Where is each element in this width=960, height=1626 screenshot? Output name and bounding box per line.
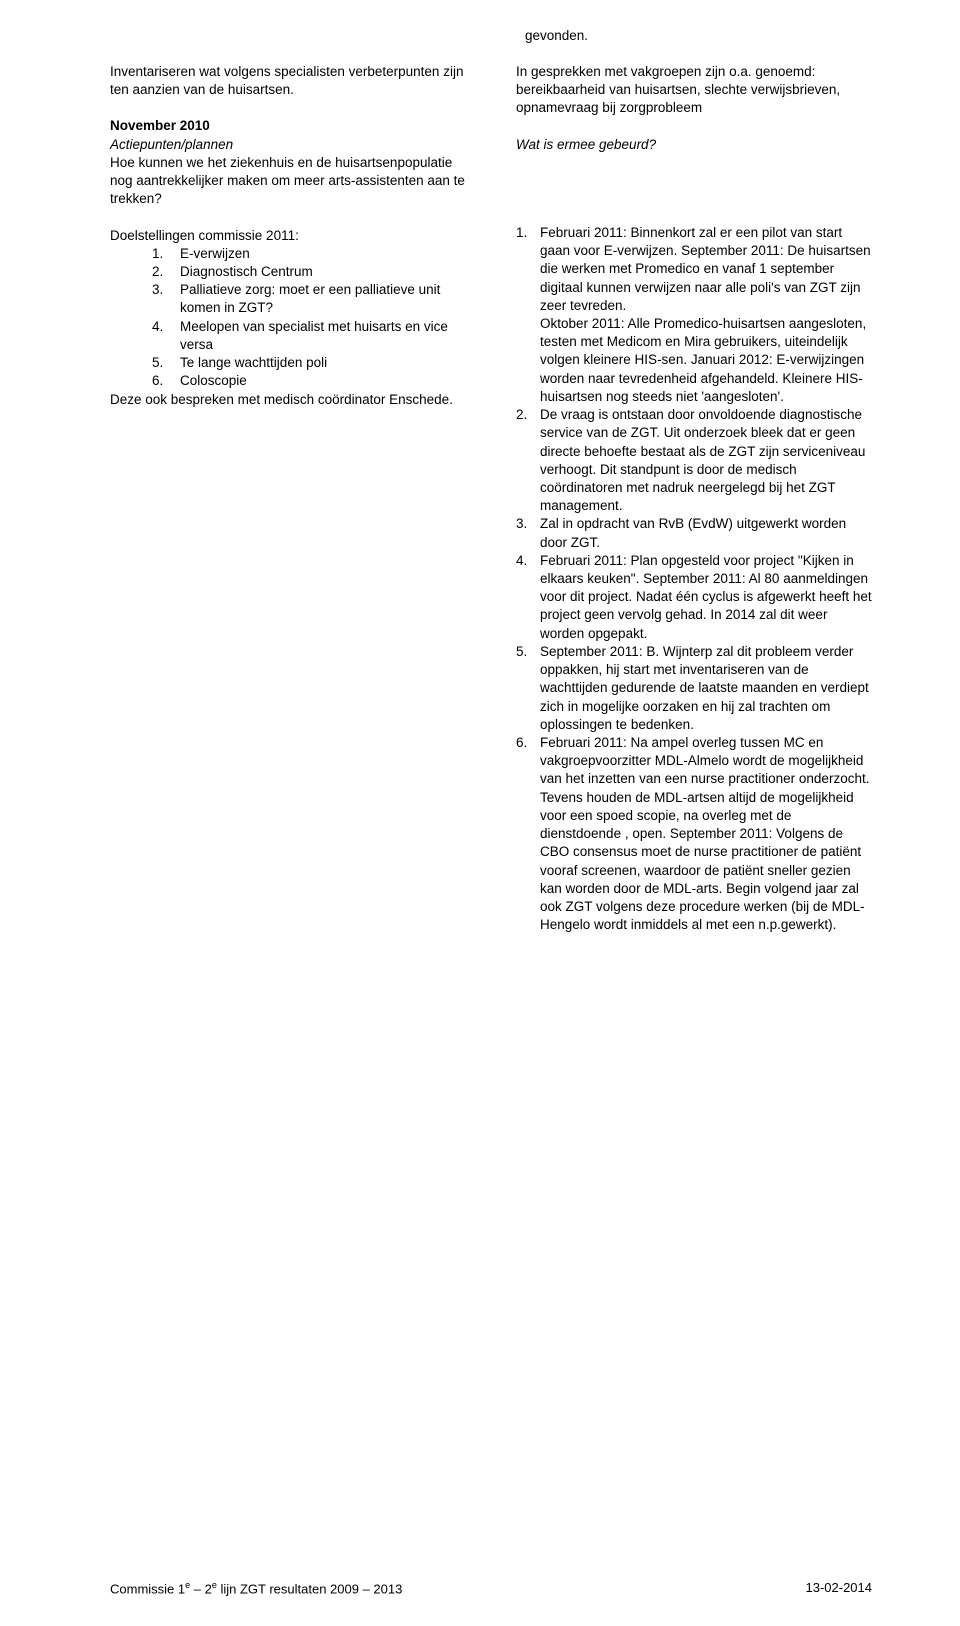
list-number: 6. — [152, 372, 180, 390]
list-text: Februari 2011: Binnenkort zal er een pil… — [540, 224, 872, 406]
right-question-italic: Wat is ermee gebeurd? — [516, 136, 872, 154]
list-number: 3. — [152, 281, 180, 317]
list-text: Zal in opdracht van RvB (EvdW) uitgewerk… — [540, 515, 872, 551]
continuation-word: gevonden. — [525, 28, 872, 43]
list-text: September 2011: B. Wijnterp zal dit prob… — [540, 643, 872, 734]
list-text: Te lange wachttijden poli — [180, 354, 327, 372]
list-text: Palliatieve zorg: moet er een palliatiev… — [180, 281, 466, 317]
left-heading-bold: November 2010 — [110, 118, 210, 133]
list-item: 2.Diagnostisch Centrum — [152, 263, 466, 281]
left-goals-tail: Deze ook bespreken met medisch coördinat… — [110, 391, 466, 409]
footer-left-pre: Commissie 1 — [110, 1581, 185, 1596]
list-item: 6.Februari 2011: Na ampel overleg tussen… — [516, 734, 872, 934]
list-number: 2. — [152, 263, 180, 281]
left-column: Inventariseren wat volgens specialisten … — [110, 63, 466, 934]
list-text: Februari 2011: Plan opgesteld voor proje… — [540, 552, 872, 643]
list-number: 5. — [152, 354, 180, 372]
list-item: 6.Coloscopie — [152, 372, 466, 390]
left-goals-list: 1.E-verwijzen 2.Diagnostisch Centrum 3.P… — [110, 245, 466, 391]
left-block-goals: Doelstellingen commissie 2011: 1.E-verwi… — [110, 227, 466, 409]
list-item: 1.E-verwijzen — [152, 245, 466, 263]
list-number: 6. — [516, 734, 540, 934]
list-item: 1.Februari 2011: Binnenkort zal er een p… — [516, 224, 872, 406]
list-number: 1. — [152, 245, 180, 263]
left-block-november: November 2010 Actiepunten/plannen Hoe ku… — [110, 117, 466, 208]
list-text: Coloscopie — [180, 372, 247, 390]
list-item: 3.Zal in opdracht van RvB (EvdW) uitgewe… — [516, 515, 872, 551]
list-number: 3. — [516, 515, 540, 551]
list-number: 5. — [516, 643, 540, 734]
list-item: 4.Meelopen van specialist met huisarts e… — [152, 318, 466, 354]
two-column-layout: Inventariseren wat volgens specialisten … — [110, 63, 872, 934]
right-column: In gesprekken met vakgroepen zijn o.a. g… — [516, 63, 872, 934]
list-number: 1. — [516, 224, 540, 406]
list-text: Meelopen van specialist met huisarts en … — [180, 318, 466, 354]
list-item: 5.September 2011: B. Wijnterp zal dit pr… — [516, 643, 872, 734]
page-footer: Commissie 1e – 2e lijn ZGT resultaten 20… — [110, 1580, 872, 1596]
list-number: 4. — [152, 318, 180, 354]
left-goals-heading: Doelstellingen commissie 2011: — [110, 227, 466, 245]
footer-right: 13-02-2014 — [806, 1580, 873, 1596]
list-item: 3.Palliatieve zorg: moet er een palliati… — [152, 281, 466, 317]
left-paragraph-1: Inventariseren wat volgens specialisten … — [110, 63, 466, 99]
list-number: 2. — [516, 406, 540, 515]
list-text: Februari 2011: Na ampel overleg tussen M… — [540, 734, 872, 934]
page: gevonden. Inventariseren wat volgens spe… — [0, 0, 960, 1626]
right-paragraph-1: In gesprekken met vakgroepen zijn o.a. g… — [516, 63, 872, 118]
list-item: 4.Februari 2011: Plan opgesteld voor pro… — [516, 552, 872, 643]
list-item: 5.Te lange wachttijden poli — [152, 354, 466, 372]
left-heading-italic: Actiepunten/plannen — [110, 137, 233, 152]
footer-left: Commissie 1e – 2e lijn ZGT resultaten 20… — [110, 1580, 402, 1596]
footer-left-post: lijn ZGT resultaten 2009 – 2013 — [217, 1581, 403, 1596]
list-item: 2.De vraag is ontstaan door onvoldoende … — [516, 406, 872, 515]
footer-left-mid: – 2 — [190, 1581, 212, 1596]
list-text: E-verwijzen — [180, 245, 250, 263]
list-text: Diagnostisch Centrum — [180, 263, 313, 281]
list-number: 4. — [516, 552, 540, 643]
right-numbered-list: 1.Februari 2011: Binnenkort zal er een p… — [516, 224, 872, 935]
list-text: De vraag is ontstaan door onvoldoende di… — [540, 406, 872, 515]
left-body-november: Hoe kunnen we het ziekenhuis en de huisa… — [110, 154, 466, 209]
